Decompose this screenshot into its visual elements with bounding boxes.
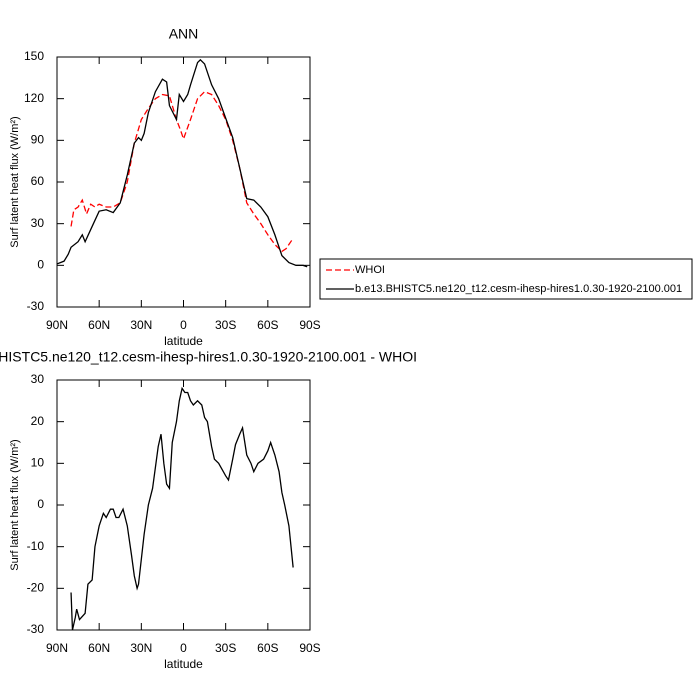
y-tick-label: 30: [31, 372, 45, 386]
x-axis-label: latitude: [164, 657, 203, 671]
y-tick-label: 150: [24, 49, 44, 63]
x-tick-label: 60S: [257, 641, 278, 655]
x-tick-label: 60S: [257, 318, 278, 332]
x-tick-label: 90S: [299, 318, 320, 332]
x-tick-label: 0: [180, 318, 187, 332]
plot-frame: [56, 56, 311, 308]
y-axis-label: Surf latent heat flux (W/m²): [9, 439, 21, 570]
y-tick-label: -20: [27, 581, 45, 595]
y-axis-label: Surf latent heat flux (W/m²): [9, 116, 21, 247]
y-tick-label: 120: [24, 91, 44, 105]
x-tick-label: 60N: [88, 641, 110, 655]
y-tick-label: 30: [31, 216, 45, 230]
x-tick-label: 90S: [299, 641, 320, 655]
x-tick-label: 30S: [215, 641, 236, 655]
x-tick-label: 90N: [46, 641, 68, 655]
y-tick-label: 0: [37, 258, 44, 272]
x-tick-label: 30S: [215, 318, 236, 332]
chart-title: ANN: [169, 26, 199, 42]
y-tick-label: -30: [27, 299, 45, 313]
y-tick-label: 0: [37, 497, 44, 511]
y-tick-label: -10: [27, 539, 45, 553]
x-tick-label: 90N: [46, 318, 68, 332]
legend-label: b.e13.BHISTC5.ne120_t12.cesm-ihesp-hires…: [355, 283, 682, 295]
data-line: [56, 58, 308, 268]
y-tick-label: 10: [31, 456, 45, 470]
data-line: [70, 90, 293, 253]
y-tick-label: -30: [27, 622, 45, 636]
x-axis-label: latitude: [164, 334, 203, 348]
x-tick-label: 30N: [130, 641, 152, 655]
x-tick-label: 60N: [88, 318, 110, 332]
data-line: [70, 386, 294, 631]
x-tick-label: 30N: [130, 318, 152, 332]
legend-label: WHOI: [355, 264, 385, 276]
legend-box: [319, 258, 693, 300]
y-tick-label: 90: [31, 133, 45, 147]
y-tick-label: 60: [31, 174, 45, 188]
chart-title: b.e13.BHISTC5.ne120_t12.cesm-ihesp-hires…: [0, 349, 417, 365]
legend: WHOI b.e13.BHISTC5.ne120_t12.cesm-ihesp-h…: [319, 258, 693, 300]
plot-frame: [56, 379, 311, 631]
y-tick-label: 20: [31, 414, 45, 428]
x-tick-label: 0: [180, 641, 187, 655]
